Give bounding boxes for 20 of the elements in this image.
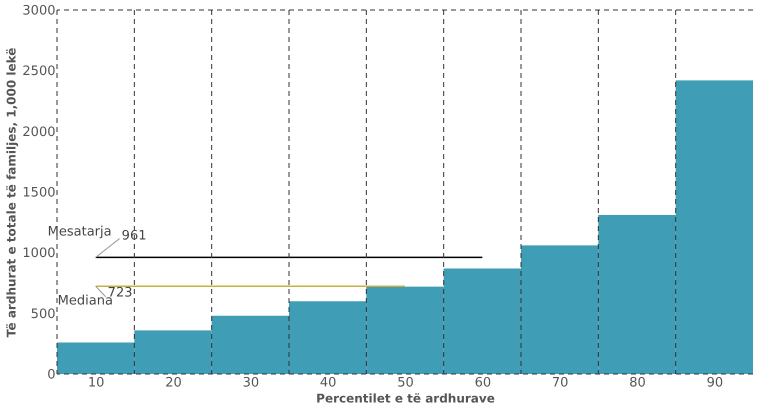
y-tick-label: 0 — [47, 368, 56, 382]
y-tick-label: 2000 — [22, 124, 56, 140]
y-axis-title: Të ardhurat e totale të familjes, 1,000 lekë — [4, 48, 18, 338]
x-tick-label: 80 — [629, 376, 646, 390]
annotation: 961 — [122, 228, 146, 244]
x-tick-label: 30 — [242, 376, 260, 390]
series-label: Mesatarja — [48, 224, 112, 240]
x-tick-label: 20 — [165, 376, 182, 390]
x-tick-label: 50 — [397, 376, 414, 390]
y-tick-label: 500 — [30, 306, 56, 322]
x-tick-label: 90 — [706, 376, 724, 390]
x-tick-label: 10 — [88, 376, 104, 390]
y-tick-label: 1000 — [22, 246, 56, 262]
x-tick-label: 60 — [474, 376, 492, 390]
x-tick-label: 70 — [552, 376, 568, 390]
y-tick-label: 2500 — [22, 64, 56, 80]
y-tick-label: 3000 — [22, 4, 56, 18]
x-axis-title: Percentilet e të ardhurave — [316, 392, 495, 406]
y-tick-label: 1500 — [22, 186, 56, 200]
x-tick-label: 40 — [320, 376, 336, 390]
